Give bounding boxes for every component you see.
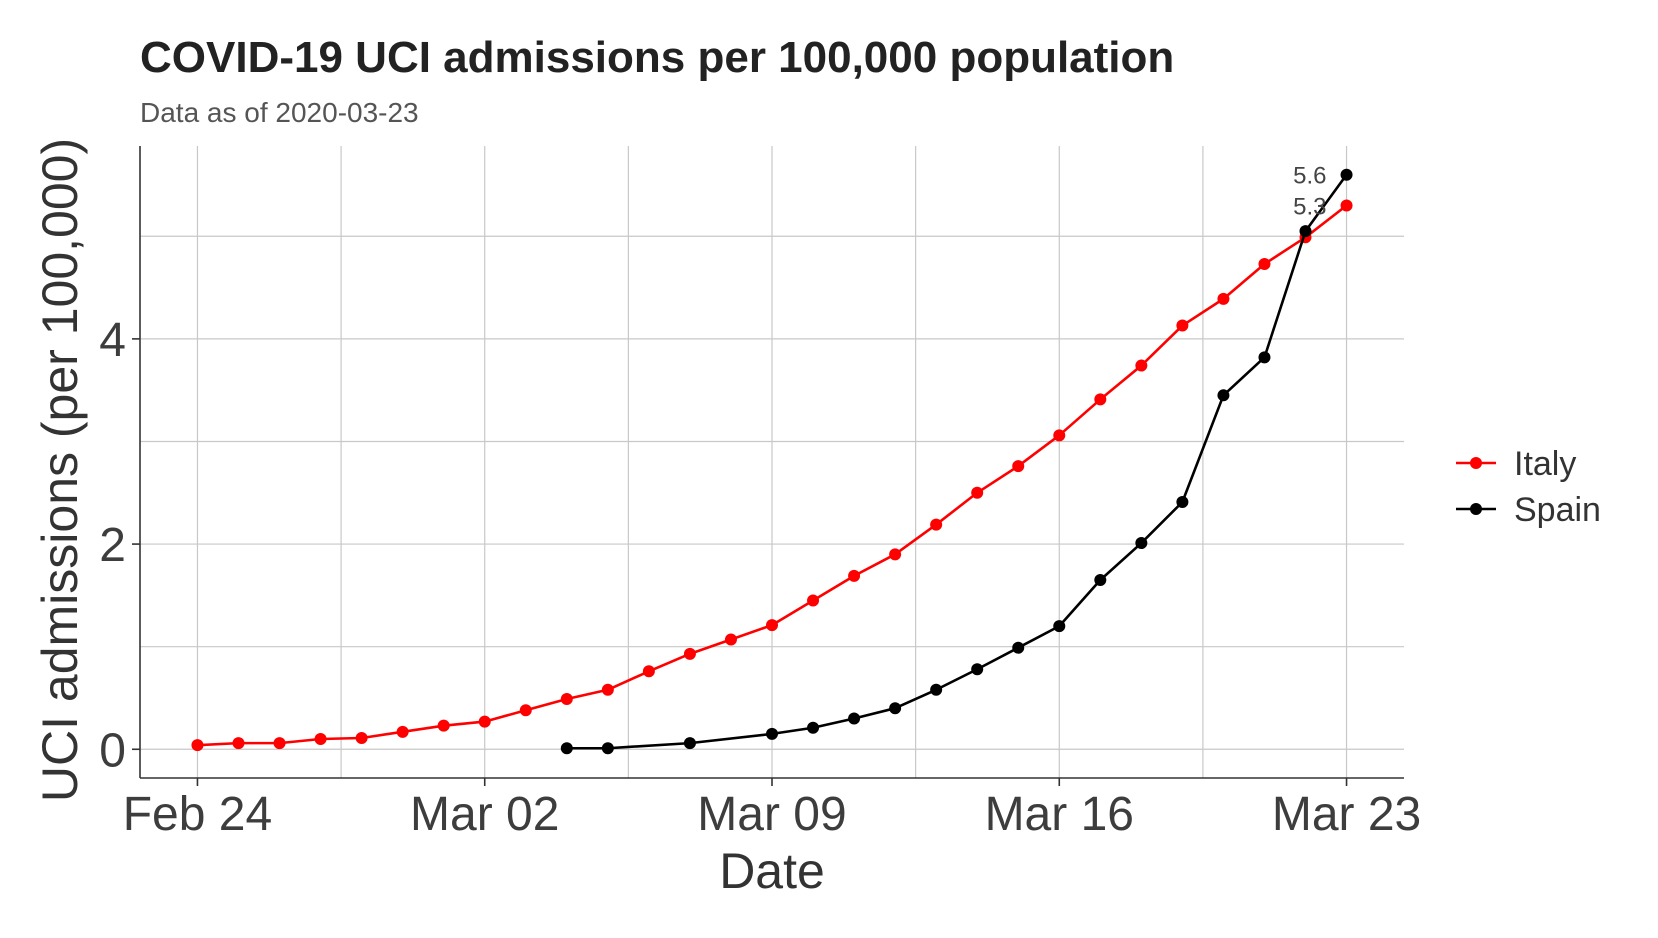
data-point-spain — [1053, 620, 1066, 633]
x-tick-label: Mar 02 — [410, 788, 559, 841]
data-point-italy — [1217, 292, 1230, 305]
data-point-italy — [396, 725, 409, 738]
x-tick-label: Mar 16 — [985, 788, 1134, 841]
data-point-italy — [1135, 359, 1148, 372]
legend-label: Italy — [1514, 445, 1576, 483]
data-point-italy — [191, 739, 204, 752]
data-point-spain — [1340, 168, 1353, 181]
chart-subtitle: Data as of 2020-03-23 — [140, 97, 419, 128]
legend: Italy Spain — [1456, 445, 1601, 529]
data-point-italy — [1340, 199, 1353, 212]
series-layer — [191, 168, 1353, 755]
legend-item-italy: Italy — [1456, 445, 1576, 483]
y-axis-title: UCI admissions (per 100,000) — [32, 138, 88, 802]
data-point-spain — [1135, 537, 1148, 550]
data-point-italy — [355, 731, 368, 744]
data-point-italy — [1053, 429, 1066, 442]
end-value-label-spain: 5.6 — [1293, 163, 1326, 190]
x-axis-title: Date — [719, 843, 825, 899]
data-label-layer: 5.35.6 — [1293, 163, 1326, 221]
data-point-italy — [1176, 319, 1189, 332]
data-point-italy — [232, 737, 245, 750]
data-point-italy — [848, 569, 861, 582]
y-tick-label: 0 — [99, 724, 126, 777]
data-point-spain — [1176, 496, 1189, 509]
legend-label: Spain — [1514, 491, 1601, 529]
data-point-spain — [683, 737, 696, 750]
data-point-spain — [560, 742, 573, 755]
grid-layer — [140, 146, 1404, 778]
data-point-italy — [642, 665, 655, 678]
data-point-spain — [766, 727, 778, 740]
x-tick-label: Feb 24 — [123, 788, 272, 841]
end-value-label-italy: 5.3 — [1293, 194, 1326, 221]
data-point-italy — [601, 683, 614, 696]
series-line-spain — [566, 173, 1348, 750]
y-tick-label: 2 — [99, 519, 126, 572]
data-point-italy — [971, 486, 984, 499]
data-point-italy — [1094, 393, 1107, 406]
data-point-italy — [889, 548, 902, 561]
data-point-italy — [519, 704, 532, 717]
legend-key-marker — [1470, 503, 1482, 515]
data-point-spain — [601, 742, 614, 755]
data-point-italy — [724, 633, 737, 646]
data-point-spain — [1217, 389, 1230, 402]
data-point-italy — [807, 594, 820, 607]
data-point-spain — [930, 683, 943, 696]
data-point-spain — [1012, 641, 1025, 654]
data-point-spain — [889, 702, 902, 715]
data-point-italy — [560, 693, 573, 705]
data-point-spain — [1299, 225, 1312, 238]
chart-title: COVID-19 UCI admissions per 100,000 popu… — [140, 33, 1174, 82]
x-tick-label: Mar 23 — [1272, 788, 1421, 841]
x-tick-label: Mar 09 — [697, 788, 846, 841]
axis-layer: Feb 24 Mar 02 Mar 09 Mar 16 Mar 23 0 2 4 — [99, 146, 1421, 841]
y-tick-label: 4 — [99, 314, 126, 367]
data-point-spain — [971, 663, 984, 676]
data-point-italy — [766, 619, 778, 632]
data-point-italy — [1012, 460, 1025, 473]
data-point-italy — [437, 719, 450, 732]
data-point-italy — [683, 647, 696, 660]
data-point-spain — [1258, 351, 1271, 364]
data-point-spain — [807, 721, 820, 734]
data-point-italy — [273, 737, 286, 750]
data-point-spain — [1094, 573, 1107, 586]
data-point-italy — [478, 715, 491, 728]
data-point-italy — [1258, 257, 1271, 270]
data-point-italy — [314, 733, 327, 746]
data-point-italy — [930, 518, 943, 531]
legend-key-marker — [1470, 457, 1482, 469]
legend-item-spain: Spain — [1456, 491, 1601, 529]
data-point-spain — [848, 712, 861, 725]
